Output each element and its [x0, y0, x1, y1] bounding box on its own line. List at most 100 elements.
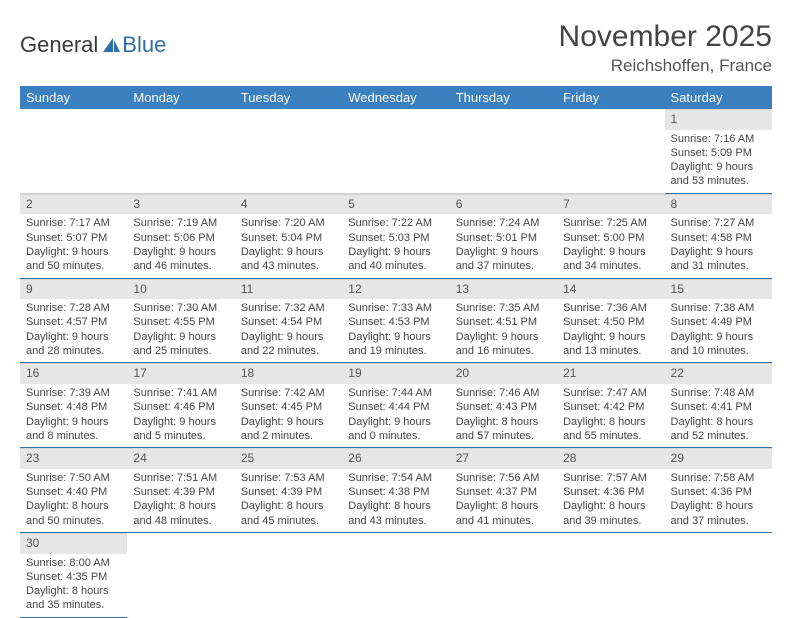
day-cell — [450, 109, 557, 193]
title-block: November 2025 Reichshoffen, France — [559, 20, 772, 76]
day-number: 7 — [557, 194, 664, 215]
day-cell — [557, 109, 664, 193]
day-number: 20 — [450, 363, 557, 384]
day-number: 10 — [127, 279, 234, 300]
day-sunrise: Sunrise: 7:38 AM — [671, 301, 766, 315]
day-body: Sunrise: 7:17 AMSunset: 5:07 PMDaylight:… — [20, 214, 127, 277]
day-body: Sunrise: 7:50 AMSunset: 4:40 PMDaylight:… — [20, 469, 127, 532]
day-daylight: Daylight: 9 hours and 2 minutes. — [241, 415, 336, 444]
day-sunrise: Sunrise: 7:50 AM — [26, 471, 121, 485]
day-sunset: Sunset: 4:38 PM — [348, 485, 443, 499]
calendar-table: SundayMondayTuesdayWednesdayThursdayFrid… — [20, 86, 772, 618]
day-body — [450, 553, 557, 559]
day-sunset: Sunset: 4:57 PM — [26, 315, 121, 329]
day-cell: 15Sunrise: 7:38 AMSunset: 4:49 PMDayligh… — [665, 278, 772, 363]
day-number: 2 — [20, 194, 127, 215]
day-sunset: Sunset: 4:36 PM — [563, 485, 658, 499]
day-cell: 16Sunrise: 7:39 AMSunset: 4:48 PMDayligh… — [20, 363, 127, 448]
day-number: 1 — [665, 109, 772, 130]
day-body: Sunrise: 7:22 AMSunset: 5:03 PMDaylight:… — [342, 214, 449, 277]
day-number: 4 — [235, 194, 342, 215]
week-row: 23Sunrise: 7:50 AMSunset: 4:40 PMDayligh… — [20, 448, 772, 533]
day-sunrise: Sunrise: 7:32 AM — [241, 301, 336, 315]
day-body: Sunrise: 7:28 AMSunset: 4:57 PMDaylight:… — [20, 299, 127, 362]
day-sunrise: Sunrise: 7:20 AM — [241, 216, 336, 230]
day-number: 18 — [235, 363, 342, 384]
day-cell — [342, 109, 449, 193]
day-cell — [342, 532, 449, 617]
week-row: 30Sunrise: 8:00 AMSunset: 4:35 PMDayligh… — [20, 532, 772, 617]
day-sunset: Sunset: 4:44 PM — [348, 400, 443, 414]
day-daylight: Daylight: 8 hours and 45 minutes. — [241, 499, 336, 528]
day-body: Sunrise: 8:00 AMSunset: 4:35 PMDaylight:… — [20, 554, 127, 617]
day-body — [235, 553, 342, 559]
day-cell: 21Sunrise: 7:47 AMSunset: 4:42 PMDayligh… — [557, 363, 664, 448]
day-daylight: Daylight: 9 hours and 13 minutes. — [563, 330, 658, 359]
day-sunset: Sunset: 4:58 PM — [671, 231, 766, 245]
day-number: 15 — [665, 279, 772, 300]
day-body: Sunrise: 7:41 AMSunset: 4:46 PMDaylight:… — [127, 384, 234, 447]
day-sunset: Sunset: 5:04 PM — [241, 231, 336, 245]
day-body: Sunrise: 7:39 AMSunset: 4:48 PMDaylight:… — [20, 384, 127, 447]
day-cell: 30Sunrise: 8:00 AMSunset: 4:35 PMDayligh… — [20, 532, 127, 617]
day-body: Sunrise: 7:25 AMSunset: 5:00 PMDaylight:… — [557, 214, 664, 277]
day-body: Sunrise: 7:48 AMSunset: 4:41 PMDaylight:… — [665, 384, 772, 447]
day-daylight: Daylight: 9 hours and 19 minutes. — [348, 330, 443, 359]
day-number — [557, 109, 664, 129]
day-sunrise: Sunrise: 7:35 AM — [456, 301, 551, 315]
day-body: Sunrise: 7:24 AMSunset: 5:01 PMDaylight:… — [450, 214, 557, 277]
day-cell — [127, 109, 234, 193]
day-number: 17 — [127, 363, 234, 384]
day-sunset: Sunset: 4:54 PM — [241, 315, 336, 329]
day-sunset: Sunset: 5:06 PM — [133, 231, 228, 245]
day-number — [20, 109, 127, 129]
day-number: 8 — [665, 194, 772, 215]
day-sunrise: Sunrise: 7:25 AM — [563, 216, 658, 230]
day-daylight: Daylight: 8 hours and 39 minutes. — [563, 499, 658, 528]
day-daylight: Daylight: 9 hours and 28 minutes. — [26, 330, 121, 359]
day-sunset: Sunset: 4:45 PM — [241, 400, 336, 414]
day-sunrise: Sunrise: 7:17 AM — [26, 216, 121, 230]
day-number: 14 — [557, 279, 664, 300]
day-number: 19 — [342, 363, 449, 384]
day-number: 6 — [450, 194, 557, 215]
day-daylight: Daylight: 9 hours and 0 minutes. — [348, 415, 443, 444]
day-cell: 28Sunrise: 7:57 AMSunset: 4:36 PMDayligh… — [557, 448, 664, 533]
day-cell: 4Sunrise: 7:20 AMSunset: 5:04 PMDaylight… — [235, 193, 342, 278]
day-cell: 5Sunrise: 7:22 AMSunset: 5:03 PMDaylight… — [342, 193, 449, 278]
day-sunrise: Sunrise: 7:33 AM — [348, 301, 443, 315]
day-body: Sunrise: 7:46 AMSunset: 4:43 PMDaylight:… — [450, 384, 557, 447]
day-sunrise: Sunrise: 7:28 AM — [26, 301, 121, 315]
day-sunset: Sunset: 4:48 PM — [26, 400, 121, 414]
day-number: 24 — [127, 448, 234, 469]
day-number: 21 — [557, 363, 664, 384]
day-number: 3 — [127, 194, 234, 215]
week-row: 2Sunrise: 7:17 AMSunset: 5:07 PMDaylight… — [20, 193, 772, 278]
day-cell: 20Sunrise: 7:46 AMSunset: 4:43 PMDayligh… — [450, 363, 557, 448]
day-header: Tuesday — [235, 86, 342, 109]
day-daylight: Daylight: 9 hours and 31 minutes. — [671, 245, 766, 274]
day-cell: 18Sunrise: 7:42 AMSunset: 4:45 PMDayligh… — [235, 363, 342, 448]
day-number — [127, 533, 234, 553]
day-number — [665, 533, 772, 553]
day-sunrise: Sunrise: 7:30 AM — [133, 301, 228, 315]
day-sunrise: Sunrise: 7:57 AM — [563, 471, 658, 485]
day-number — [235, 533, 342, 553]
day-sunrise: Sunrise: 7:41 AM — [133, 386, 228, 400]
day-sunrise: Sunrise: 7:54 AM — [348, 471, 443, 485]
day-header: Thursday — [450, 86, 557, 109]
day-cell: 22Sunrise: 7:48 AMSunset: 4:41 PMDayligh… — [665, 363, 772, 448]
day-sunset: Sunset: 4:39 PM — [133, 485, 228, 499]
day-number — [450, 109, 557, 129]
day-body: Sunrise: 7:30 AMSunset: 4:55 PMDaylight:… — [127, 299, 234, 362]
day-sunrise: Sunrise: 7:46 AM — [456, 386, 551, 400]
week-row: 9Sunrise: 7:28 AMSunset: 4:57 PMDaylight… — [20, 278, 772, 363]
day-sunset: Sunset: 5:01 PM — [456, 231, 551, 245]
day-daylight: Daylight: 8 hours and 48 minutes. — [133, 499, 228, 528]
day-sunset: Sunset: 4:50 PM — [563, 315, 658, 329]
day-sunrise: Sunrise: 7:22 AM — [348, 216, 443, 230]
day-sunrise: Sunrise: 7:58 AM — [671, 471, 766, 485]
day-cell — [235, 532, 342, 617]
day-sunset: Sunset: 4:49 PM — [671, 315, 766, 329]
day-number: 27 — [450, 448, 557, 469]
